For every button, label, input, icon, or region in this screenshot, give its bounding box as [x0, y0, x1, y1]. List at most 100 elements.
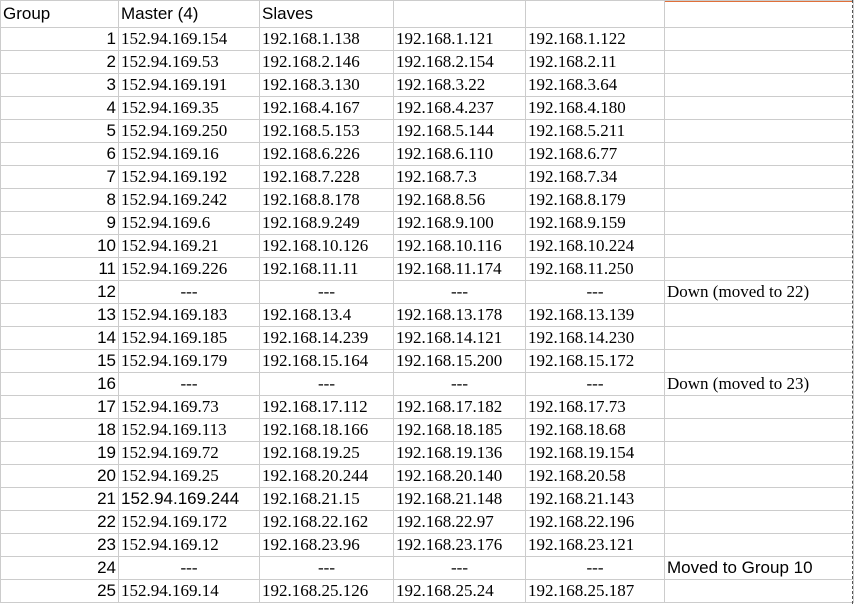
note-cell[interactable]: [664, 234, 854, 258]
note-cell[interactable]: [664, 510, 854, 534]
group-cell[interactable]: 1: [0, 27, 119, 51]
slave-2-cell[interactable]: 192.168.13.178: [393, 303, 526, 327]
master-cell[interactable]: 152.94.169.73: [118, 395, 260, 419]
slave-3-cell[interactable]: 192.168.19.154: [525, 441, 665, 465]
group-cell[interactable]: 3: [0, 73, 119, 97]
slave-3-cell[interactable]: 192.168.7.34: [525, 165, 665, 189]
slave-1-cell[interactable]: 192.168.4.167: [259, 96, 394, 120]
slave-2-cell[interactable]: 192.168.2.154: [393, 50, 526, 74]
group-cell[interactable]: 21: [0, 487, 119, 511]
master-cell[interactable]: 152.94.169.72: [118, 441, 260, 465]
slave-3-cell[interactable]: 192.168.10.224: [525, 234, 665, 258]
slave-1-cell[interactable]: 192.168.20.244: [259, 464, 394, 488]
note-cell[interactable]: [664, 73, 854, 97]
slave-1-cell[interactable]: ---: [259, 372, 394, 396]
slave-3-cell[interactable]: 192.168.4.180: [525, 96, 665, 120]
slave-1-cell[interactable]: 192.168.19.25: [259, 441, 394, 465]
slave-3-cell[interactable]: 192.168.22.196: [525, 510, 665, 534]
slave-3-cell[interactable]: ---: [525, 372, 665, 396]
note-cell[interactable]: [664, 142, 854, 166]
slave-2-cell[interactable]: 192.168.7.3: [393, 165, 526, 189]
slave-2-cell[interactable]: 192.168.21.148: [393, 487, 526, 511]
group-cell[interactable]: 8: [0, 188, 119, 212]
slave-2-cell[interactable]: 192.168.8.56: [393, 188, 526, 212]
note-cell[interactable]: [664, 326, 854, 350]
note-cell[interactable]: [664, 464, 854, 488]
slave-2-cell[interactable]: 192.168.11.174: [393, 257, 526, 281]
group-cell[interactable]: 7: [0, 165, 119, 189]
master-cell[interactable]: 152.94.169.16: [118, 142, 260, 166]
group-cell[interactable]: 12: [0, 280, 119, 304]
slave-2-cell[interactable]: ---: [393, 556, 526, 580]
group-cell[interactable]: 13: [0, 303, 119, 327]
slave-3-cell[interactable]: 192.168.5.211: [525, 119, 665, 143]
master-cell[interactable]: ---: [118, 556, 260, 580]
header-empty-cell[interactable]: [664, 0, 854, 28]
slave-3-cell[interactable]: 192.168.17.73: [525, 395, 665, 419]
slave-3-cell[interactable]: 192.168.15.172: [525, 349, 665, 373]
group-cell[interactable]: 15: [0, 349, 119, 373]
master-cell[interactable]: 152.94.169.25: [118, 464, 260, 488]
header-slaves-cell[interactable]: Slaves: [259, 0, 394, 28]
slave-3-cell[interactable]: 192.168.8.179: [525, 188, 665, 212]
slave-3-cell[interactable]: 192.168.21.143: [525, 487, 665, 511]
master-cell[interactable]: 152.94.169.183: [118, 303, 260, 327]
slave-2-cell[interactable]: 192.168.25.24: [393, 579, 526, 603]
note-cell[interactable]: [664, 579, 854, 603]
slave-3-cell[interactable]: ---: [525, 280, 665, 304]
note-cell[interactable]: [664, 119, 854, 143]
master-cell[interactable]: 152.94.169.35: [118, 96, 260, 120]
note-cell[interactable]: [664, 96, 854, 120]
group-cell[interactable]: 20: [0, 464, 119, 488]
note-cell[interactable]: [664, 487, 854, 511]
slave-3-cell[interactable]: 192.168.11.250: [525, 257, 665, 281]
slave-3-cell[interactable]: 192.168.2.11: [525, 50, 665, 74]
group-cell[interactable]: 23: [0, 533, 119, 557]
group-cell[interactable]: 22: [0, 510, 119, 534]
slave-2-cell[interactable]: ---: [393, 280, 526, 304]
master-cell[interactable]: 152.94.169.154: [118, 27, 260, 51]
group-cell[interactable]: 6: [0, 142, 119, 166]
note-cell[interactable]: [664, 27, 854, 51]
note-cell[interactable]: [664, 441, 854, 465]
slave-1-cell[interactable]: 192.168.9.249: [259, 211, 394, 235]
slave-1-cell[interactable]: 192.168.1.138: [259, 27, 394, 51]
group-cell[interactable]: 16: [0, 372, 119, 396]
slave-2-cell[interactable]: 192.168.14.121: [393, 326, 526, 350]
slave-2-cell[interactable]: 192.168.17.182: [393, 395, 526, 419]
group-cell[interactable]: 19: [0, 441, 119, 465]
slave-1-cell[interactable]: 192.168.5.153: [259, 119, 394, 143]
master-cell[interactable]: 152.94.169.192: [118, 165, 260, 189]
header-master-cell[interactable]: Master (4): [118, 0, 260, 28]
slave-1-cell[interactable]: 192.168.2.146: [259, 50, 394, 74]
group-cell[interactable]: 14: [0, 326, 119, 350]
slave-1-cell[interactable]: 192.168.25.126: [259, 579, 394, 603]
slave-3-cell[interactable]: 192.168.23.121: [525, 533, 665, 557]
slave-1-cell[interactable]: 192.168.8.178: [259, 188, 394, 212]
note-cell[interactable]: [664, 50, 854, 74]
master-cell[interactable]: 152.94.169.14: [118, 579, 260, 603]
group-cell[interactable]: 9: [0, 211, 119, 235]
slave-3-cell[interactable]: ---: [525, 556, 665, 580]
master-cell[interactable]: 152.94.169.185: [118, 326, 260, 350]
slave-2-cell[interactable]: 192.168.9.100: [393, 211, 526, 235]
slave-1-cell[interactable]: 192.168.11.11: [259, 257, 394, 281]
slave-3-cell[interactable]: 192.168.9.159: [525, 211, 665, 235]
note-cell[interactable]: Down (moved to 23): [664, 372, 854, 396]
slave-3-cell[interactable]: 192.168.3.64: [525, 73, 665, 97]
master-cell[interactable]: 152.94.169.179: [118, 349, 260, 373]
master-cell[interactable]: 152.94.169.242: [118, 188, 260, 212]
slave-1-cell[interactable]: 192.168.22.162: [259, 510, 394, 534]
group-cell[interactable]: 24: [0, 556, 119, 580]
slave-2-cell[interactable]: 192.168.20.140: [393, 464, 526, 488]
slave-1-cell[interactable]: ---: [259, 280, 394, 304]
note-cell[interactable]: [664, 211, 854, 235]
slave-2-cell[interactable]: 192.168.6.110: [393, 142, 526, 166]
master-cell[interactable]: 152.94.169.244: [118, 487, 260, 511]
slave-3-cell[interactable]: 192.168.1.122: [525, 27, 665, 51]
slave-2-cell[interactable]: 192.168.15.200: [393, 349, 526, 373]
slave-1-cell[interactable]: 192.168.17.112: [259, 395, 394, 419]
group-cell[interactable]: 25: [0, 579, 119, 603]
slave-1-cell[interactable]: 192.168.18.166: [259, 418, 394, 442]
slave-2-cell[interactable]: 192.168.1.121: [393, 27, 526, 51]
